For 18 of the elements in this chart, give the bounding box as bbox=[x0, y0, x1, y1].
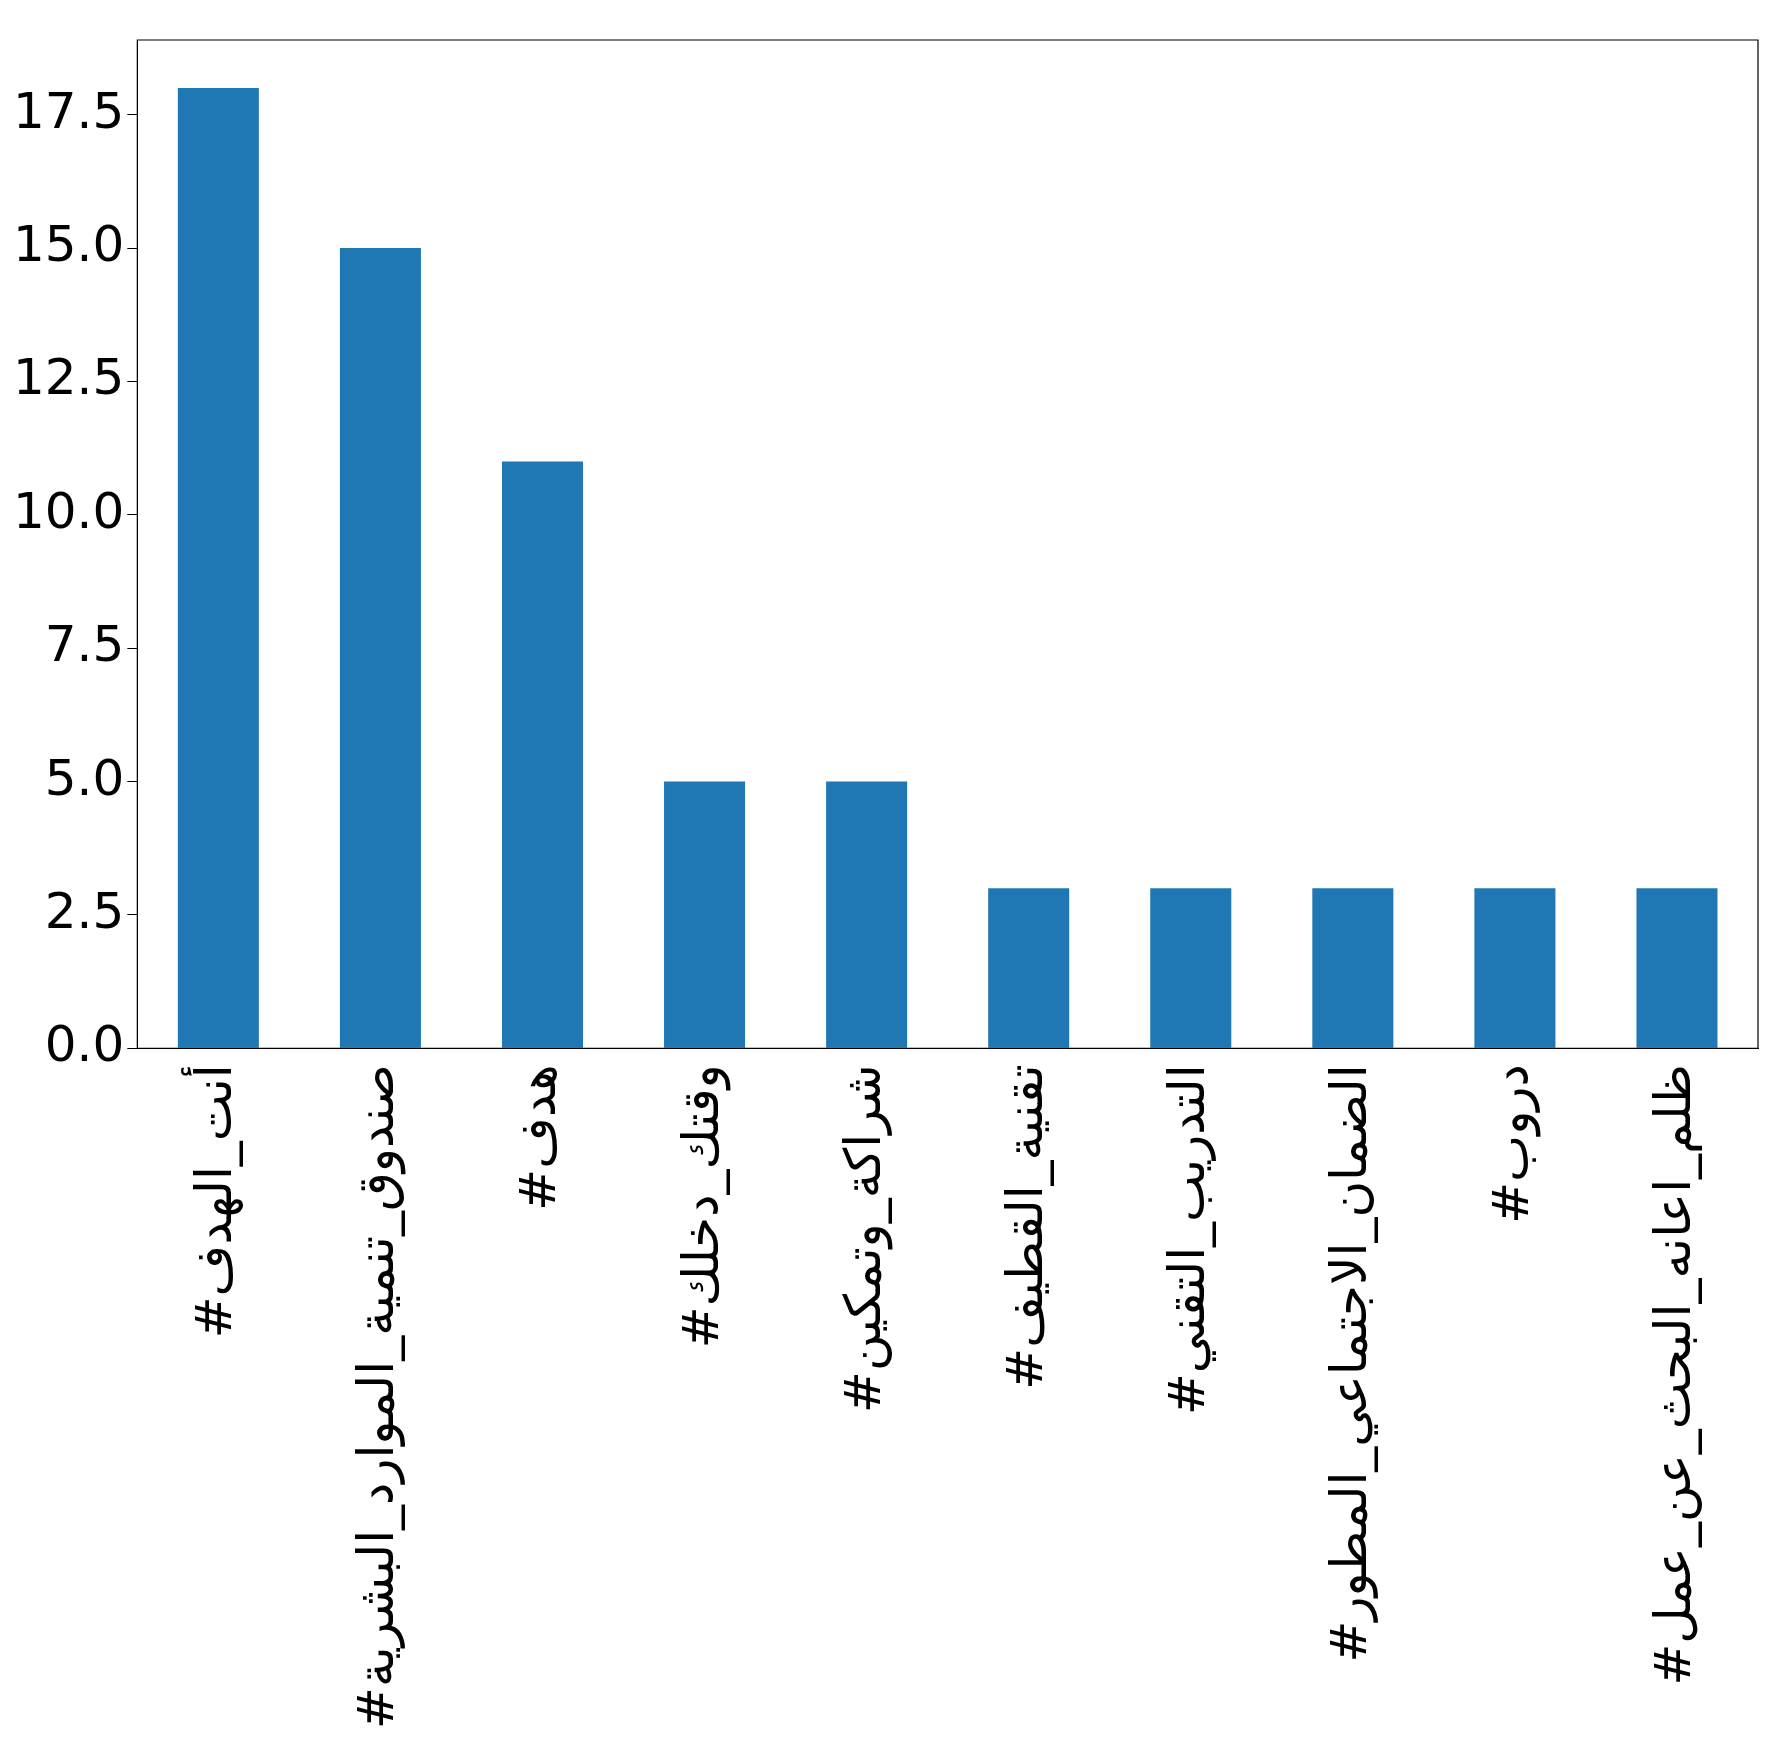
x-tick-label: #شراكة_وتمكين bbox=[833, 1064, 893, 1413]
y-tick-label: 10.0 bbox=[13, 481, 125, 540]
y-tick-label: 2.5 bbox=[44, 881, 125, 940]
y-tick-label: 12.5 bbox=[13, 348, 125, 407]
y-tick-label: 0.0 bbox=[44, 1015, 125, 1074]
x-tick-label: #وقتك_دخلك bbox=[671, 1064, 731, 1349]
x-tick-label: #صندوق_تنمية_الموارد_البشرية bbox=[347, 1064, 407, 1730]
x-tick-label: #دروب bbox=[1481, 1064, 1541, 1224]
x-tick-label: #الضمان_الاجتماعي_المطور bbox=[1319, 1064, 1378, 1663]
x-tick-label: #ظلم_اعانه_البحث_عن_عمل bbox=[1643, 1064, 1702, 1686]
y-tick-label: 15.0 bbox=[13, 215, 125, 274]
y-tick-label: 5.0 bbox=[44, 748, 125, 807]
x-tick-label: #التدريب_التقني bbox=[1157, 1064, 1216, 1416]
x-tick-label: #تقنية_القطيف bbox=[995, 1064, 1054, 1390]
y-tick-label: 17.5 bbox=[13, 81, 125, 140]
x-tick-label: #أنت_الهدف bbox=[181, 1064, 245, 1339]
y-tick-label: 7.5 bbox=[44, 615, 125, 674]
x-tick-label: #هدف bbox=[509, 1064, 568, 1211]
